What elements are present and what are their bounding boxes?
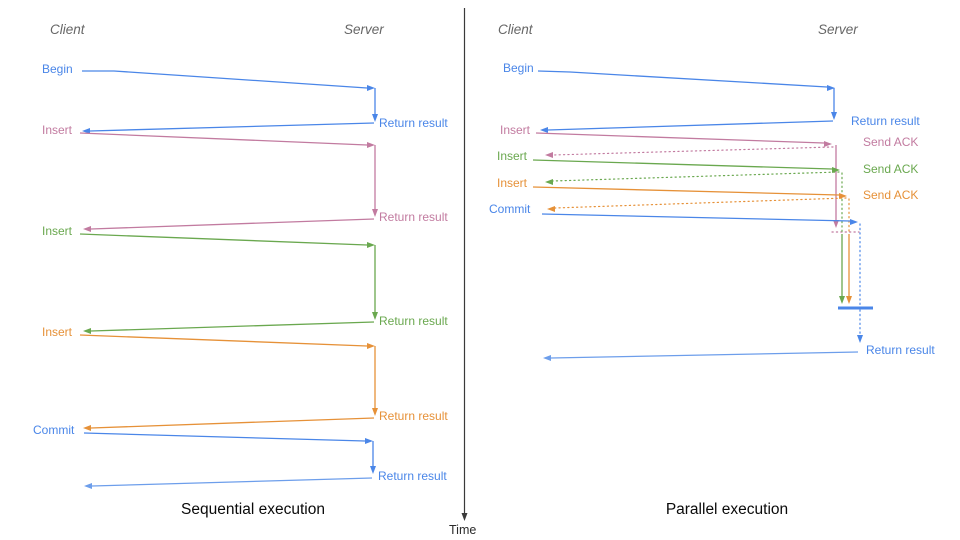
request-arrowhead <box>824 141 832 147</box>
request-arrowhead <box>365 438 373 444</box>
par-insert2-label: Insert <box>497 149 528 163</box>
processing-arrowhead <box>372 209 378 217</box>
request-arrowhead <box>827 85 835 91</box>
response-line <box>90 218 375 230</box>
par-commit-return-label: Return result <box>866 343 935 357</box>
seq-insert2-exchange <box>79 233 378 334</box>
ack-response-arrowhead <box>545 152 553 158</box>
par-commit-label: Commit <box>489 202 531 216</box>
time-axis-arrowhead <box>461 513 468 521</box>
response-line <box>89 122 375 132</box>
ack-response-arrowhead <box>545 179 553 185</box>
response-line <box>550 351 859 359</box>
response-arrowhead <box>83 425 91 431</box>
processing-arrowhead <box>372 312 378 320</box>
seq-begin-return-label: Return result <box>379 116 448 130</box>
processing-arrowhead <box>839 296 845 304</box>
processing-arrowhead <box>846 296 852 304</box>
request-arrowhead <box>832 167 840 173</box>
request-line <box>79 132 368 146</box>
par-insert3-exchange <box>532 186 852 304</box>
request-arrowhead <box>839 193 847 199</box>
seq-insert3-return-label: Return result <box>379 409 448 423</box>
seq-commit-label: Commit <box>33 423 75 437</box>
sequential-execution-title: Sequential execution <box>181 501 325 518</box>
time-axis <box>461 8 468 521</box>
par-commit-exchange <box>541 213 873 343</box>
request-line <box>82 70 368 89</box>
ack-response-dotted-line <box>552 146 834 156</box>
response-arrowhead <box>83 226 91 232</box>
processing-arrowhead <box>831 112 837 120</box>
ack-response-dotted-line <box>554 197 847 209</box>
seq-insert3-exchange <box>79 334 378 431</box>
par-begin-return-label: Return result <box>851 114 920 128</box>
seq-insert1-label: Insert <box>42 123 73 137</box>
request-line <box>532 159 833 170</box>
par-begin-exchange <box>537 70 837 133</box>
response-line <box>547 120 834 131</box>
seq-begin-exchange <box>82 70 378 134</box>
request-arrowhead <box>367 242 375 248</box>
processing-arrowhead <box>857 335 863 343</box>
response-arrowhead <box>540 127 548 133</box>
seq-server-header: Server <box>344 22 384 37</box>
par-insert2-ack-label: Send ACK <box>863 162 919 176</box>
ack-response-arrowhead <box>547 206 555 212</box>
request-line <box>79 334 368 347</box>
seq-insert3-label: Insert <box>42 325 73 339</box>
response-arrowhead <box>83 328 91 334</box>
processing-arrowhead <box>833 220 839 228</box>
ack-response-dotted-line <box>552 171 840 182</box>
par-final-response <box>543 351 859 361</box>
par-insert1-label: Insert <box>500 123 531 137</box>
request-line <box>79 233 368 246</box>
request-line <box>537 70 828 88</box>
seq-begin-label: Begin <box>42 62 73 76</box>
processing-arrowhead <box>372 114 378 122</box>
seq-final-response <box>84 477 373 489</box>
seq-commit-exchange <box>83 432 376 474</box>
par-insert1-ack-label: Send ACK <box>863 135 919 149</box>
processing-arrowhead <box>370 466 376 474</box>
seq-insert2-return-label: Return result <box>379 314 448 328</box>
response-line <box>91 477 373 487</box>
par-insert3-label: Insert <box>497 176 528 190</box>
par-insert2-exchange <box>532 159 845 304</box>
processing-arrowhead <box>372 408 378 416</box>
seq-insert1-return-label: Return result <box>379 210 448 224</box>
request-line <box>535 132 825 144</box>
request-line <box>83 432 366 442</box>
par-client-header: Client <box>498 22 533 37</box>
seq-commit-return-label: Return result <box>378 469 447 483</box>
par-insert3-ack-label: Send ACK <box>863 188 919 202</box>
request-line <box>532 186 840 196</box>
request-arrowhead <box>367 85 375 91</box>
response-line <box>90 321 375 332</box>
par-server-header: Server <box>818 22 858 37</box>
time-axis-label: Time <box>449 523 477 537</box>
request-line <box>541 213 851 222</box>
seq-insert2-label: Insert <box>42 224 73 238</box>
response-arrowhead <box>543 355 551 361</box>
request-arrowhead <box>367 343 375 349</box>
request-arrowhead <box>367 142 375 148</box>
seq-insert1-exchange <box>79 132 378 232</box>
request-arrowhead <box>850 219 858 225</box>
par-begin-label: Begin <box>503 61 534 75</box>
response-line <box>90 417 375 429</box>
response-arrowhead <box>82 128 90 134</box>
parallel-execution-title: Parallel execution <box>665 501 789 518</box>
seq-client-header: Client <box>50 22 85 37</box>
response-arrowhead <box>84 483 92 489</box>
par-insert1-exchange <box>535 132 860 233</box>
